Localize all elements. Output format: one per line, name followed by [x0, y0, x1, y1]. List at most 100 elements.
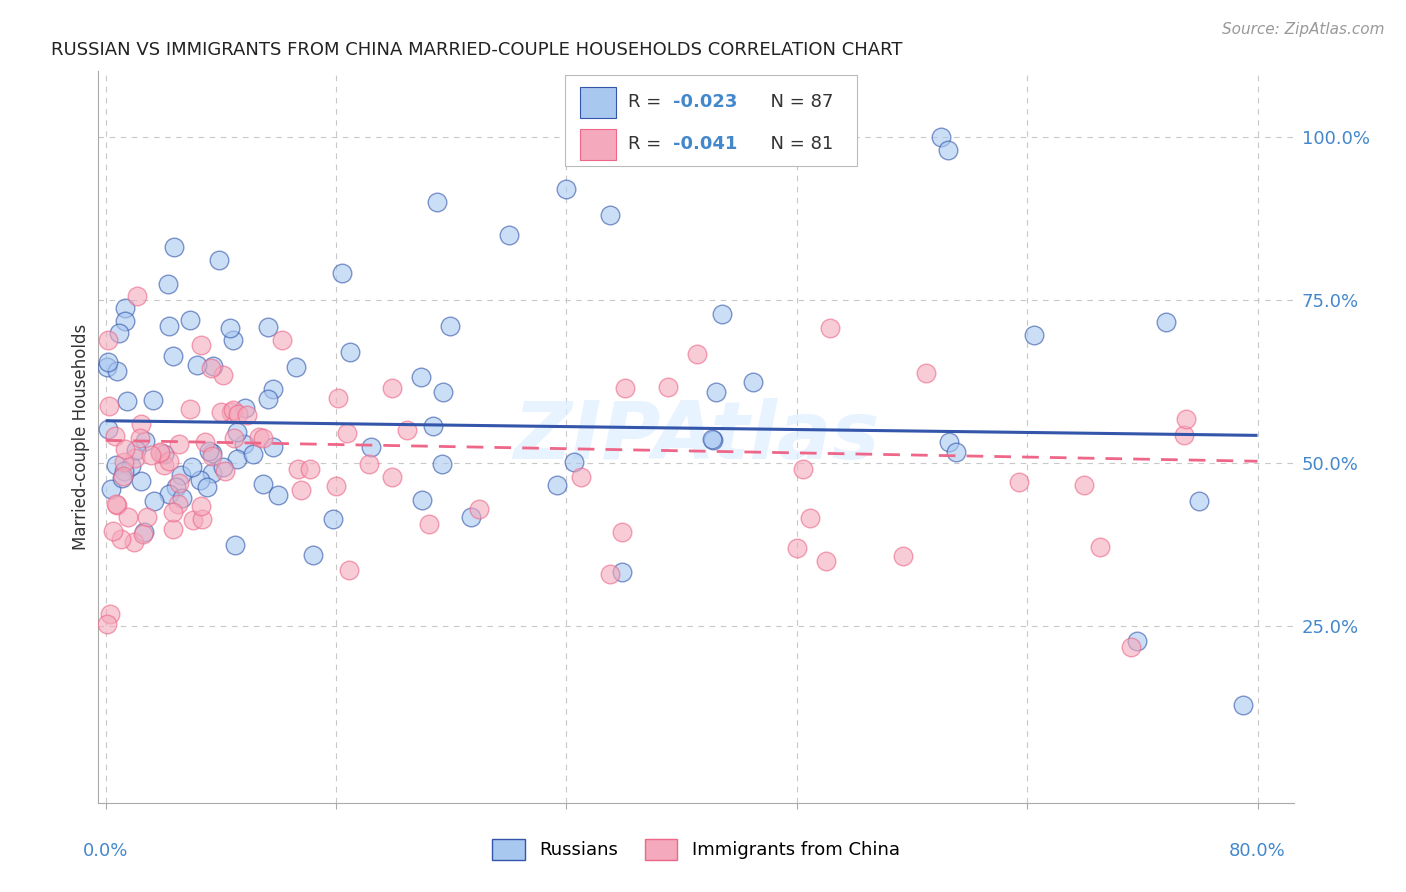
Point	[179, 313, 201, 327]
Point	[162, 505, 184, 519]
Point	[212, 459, 235, 474]
Point	[149, 445, 172, 459]
Point	[153, 458, 176, 473]
Text: ZIPAtlas: ZIPAtlas	[513, 398, 879, 476]
Point	[226, 425, 249, 439]
Point	[247, 429, 270, 443]
Point	[124, 450, 146, 465]
Point	[1126, 634, 1149, 648]
Point	[100, 482, 122, 496]
Point	[336, 426, 359, 441]
Point	[198, 443, 221, 458]
Point	[613, 380, 636, 394]
Point	[214, 464, 236, 478]
Point	[262, 440, 284, 454]
Point	[799, 510, 821, 524]
Legend: Russians, Immigrants from China: Russians, Immigrants from China	[485, 831, 907, 867]
Point	[208, 253, 231, 268]
Point	[498, 227, 520, 242]
Point	[115, 394, 138, 409]
Point	[252, 431, 274, 445]
Point	[157, 318, 180, 333]
Point	[163, 240, 186, 254]
Point	[105, 364, 128, 378]
Point	[468, 502, 491, 516]
Text: -0.023: -0.023	[673, 94, 738, 112]
Point	[610, 525, 633, 540]
Point	[179, 401, 201, 416]
Point	[1008, 475, 1031, 489]
Point	[1073, 478, 1095, 492]
Point	[685, 347, 707, 361]
Point	[266, 488, 288, 502]
Point	[432, 384, 454, 399]
Point	[914, 366, 936, 380]
Bar	[581, 87, 616, 118]
Point	[302, 548, 325, 562]
Point	[183, 513, 205, 527]
Point	[381, 470, 404, 484]
Text: N = 87: N = 87	[759, 94, 834, 112]
Point	[226, 407, 249, 421]
Text: -0.041: -0.041	[673, 136, 738, 153]
Point	[657, 379, 679, 393]
Point	[135, 509, 157, 524]
Bar	[581, 129, 616, 160]
Point	[114, 314, 136, 328]
Point	[165, 480, 187, 494]
Point	[233, 437, 256, 451]
Point	[112, 455, 135, 469]
Point	[162, 349, 184, 363]
Point	[326, 392, 349, 406]
Point	[938, 434, 960, 449]
Point	[170, 491, 193, 505]
Point	[610, 565, 633, 579]
Point	[891, 549, 914, 563]
Point	[426, 194, 449, 209]
Point	[546, 478, 568, 492]
Point	[125, 289, 148, 303]
Point	[157, 487, 180, 501]
Point	[190, 338, 212, 352]
Point	[114, 301, 136, 315]
Point	[96, 360, 118, 375]
Point	[104, 497, 127, 511]
Point	[742, 375, 765, 389]
Point	[101, 524, 124, 538]
Point	[599, 208, 621, 222]
Point	[112, 464, 135, 478]
Point	[704, 384, 727, 399]
Point	[242, 447, 264, 461]
Point	[439, 319, 461, 334]
Point	[569, 469, 592, 483]
Point	[1090, 540, 1112, 554]
Point	[222, 431, 245, 445]
Point	[141, 448, 163, 462]
Point	[219, 405, 242, 419]
Point	[104, 458, 127, 472]
Point	[287, 462, 309, 476]
Point	[191, 512, 214, 526]
Point	[786, 541, 808, 555]
Point	[156, 277, 179, 291]
Text: Source: ZipAtlas.com: Source: ZipAtlas.com	[1222, 22, 1385, 37]
Point	[360, 440, 382, 454]
Point	[153, 447, 176, 461]
Point	[262, 382, 284, 396]
Point	[117, 510, 139, 524]
Point	[555, 182, 578, 196]
Point	[200, 360, 222, 375]
Point	[936, 143, 959, 157]
Point	[814, 554, 837, 568]
Point	[945, 444, 967, 458]
Point	[201, 467, 224, 481]
Point	[1187, 494, 1209, 508]
Point	[148, 445, 170, 459]
Point	[96, 617, 118, 632]
Point	[104, 429, 127, 443]
Point	[110, 532, 132, 546]
Point	[124, 534, 146, 549]
Point	[411, 370, 433, 384]
Point	[702, 432, 724, 446]
Point	[167, 437, 190, 451]
